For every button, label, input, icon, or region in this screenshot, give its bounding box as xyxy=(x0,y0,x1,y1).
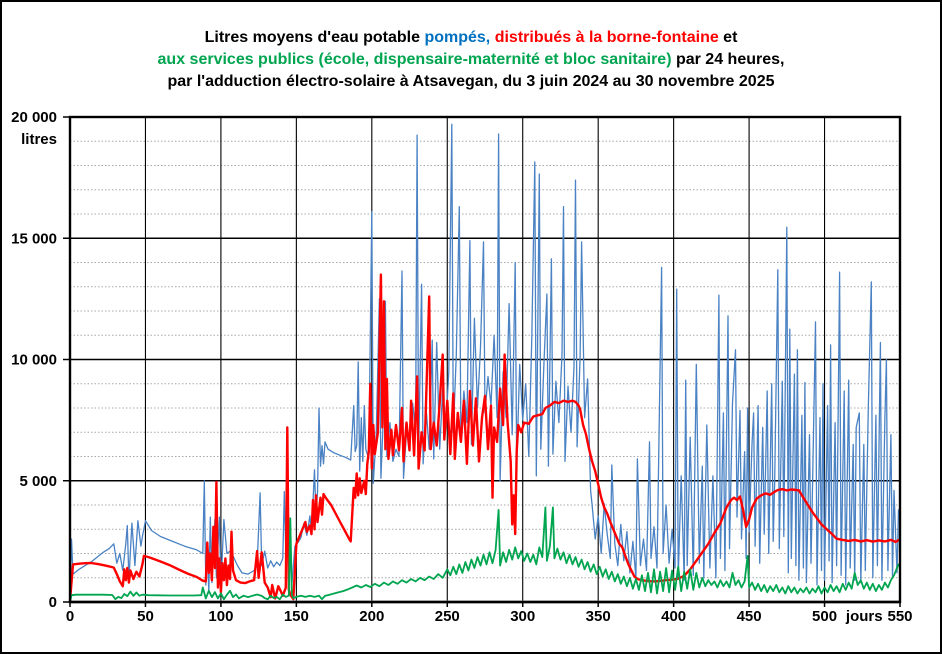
x-axis-tick-label: 100 xyxy=(208,608,233,625)
chart-title-line-3: par l'adduction électro-solaire à Atsave… xyxy=(2,71,940,93)
title-segment: aux services publics (école, dispensaire… xyxy=(157,51,672,68)
title-segment: par l'adduction électro-solaire à Atsave… xyxy=(167,73,775,90)
x-axis-tick-label: 200 xyxy=(359,608,384,625)
x-axis-unit-label: jours xyxy=(845,608,883,625)
chart-title-line-2: aux services publics (école, dispensaire… xyxy=(2,49,940,71)
x-axis-tick-label: 350 xyxy=(586,608,611,625)
x-axis-tick-label: 300 xyxy=(510,608,535,625)
x-axis-tick-label: 0 xyxy=(66,608,74,625)
y-axis-tick-label: 10 000 xyxy=(11,352,57,369)
x-axis-tick-label: 250 xyxy=(435,608,460,625)
x-axis-tick-label: 50 xyxy=(137,608,154,625)
plot-border xyxy=(68,115,902,604)
y-axis-tick-label: 20 000 xyxy=(11,109,57,126)
series-line-services-publics xyxy=(69,506,900,603)
series-line-borne-fontaine xyxy=(68,273,900,602)
title-segment: par 24 heures, xyxy=(671,51,785,68)
y-axis-tick-label: 5 000 xyxy=(19,473,57,490)
y-axis-tick-label: 15 000 xyxy=(11,230,57,247)
series-line-pompes xyxy=(69,123,900,600)
title-segment: distribués à la borne-fontaine xyxy=(494,29,719,46)
chart-title-line-1: Litres moyens d'eau potable pompés, dist… xyxy=(2,27,940,49)
x-axis-tick-label: 400 xyxy=(661,608,686,625)
chart-title: Litres moyens d'eau potable pompés, dist… xyxy=(2,27,940,93)
y-axis-unit-label: litres xyxy=(21,131,57,148)
title-segment: et xyxy=(718,29,738,46)
title-segment: Litres moyens d'eau potable xyxy=(204,29,425,46)
x-axis-tick-label: 150 xyxy=(284,608,309,625)
title-segment: pompés, xyxy=(424,29,491,46)
y-axis-tick-label: 0 xyxy=(49,594,57,611)
x-axis-tick-label: 550 xyxy=(887,608,912,625)
x-axis-tick-label: 450 xyxy=(737,608,762,625)
x-axis-tick-label: 500 xyxy=(812,608,837,625)
